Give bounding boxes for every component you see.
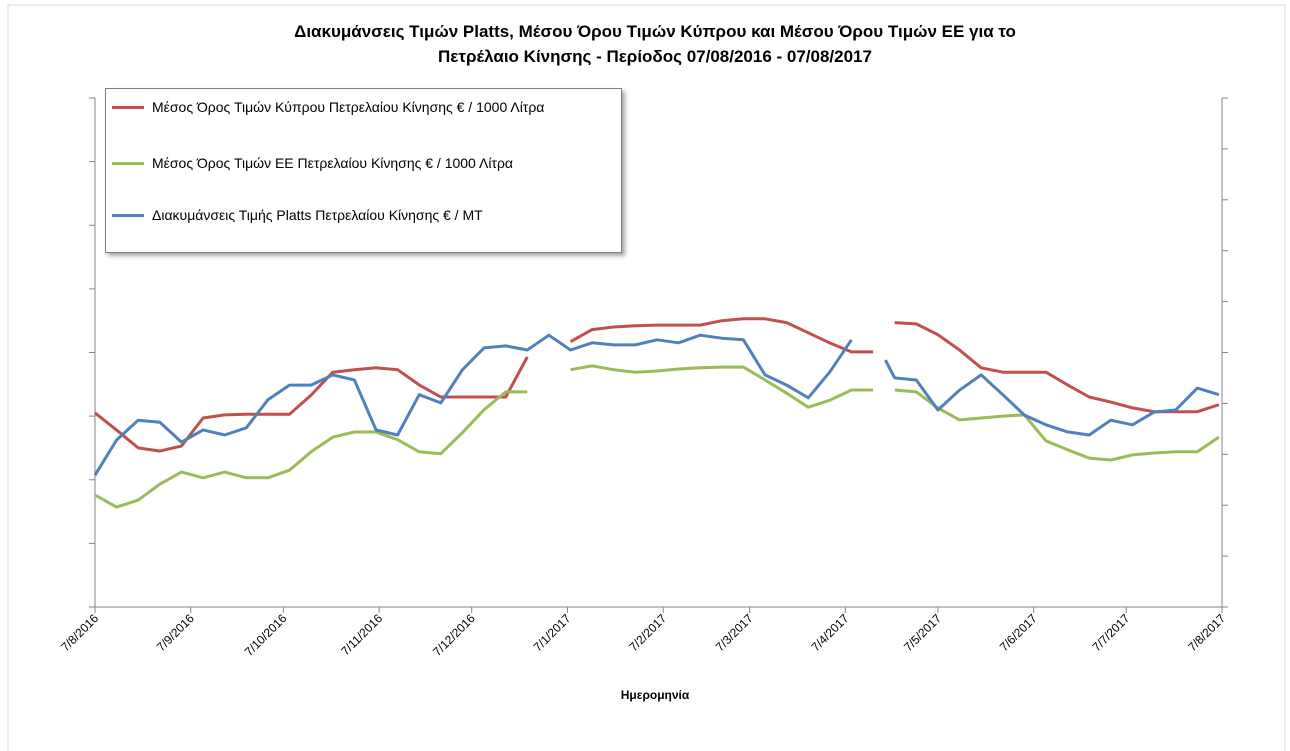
chart-frame — [7, 4, 1286, 751]
x-tick-label: 7/8/2017 — [1185, 611, 1228, 654]
x-tick-label: 7/7/2017 — [1089, 611, 1132, 654]
x-tick-label: 7/9/2016 — [154, 611, 197, 654]
x-tick-label: 7/5/2017 — [901, 611, 944, 654]
legend-swatch — [112, 162, 144, 165]
legend-label: Μέσος Όρος Τιμών Κύπρου Πετρελαίου Κίνησ… — [152, 99, 545, 115]
x-axis-title: Ημερομηνία — [621, 688, 690, 702]
legend-swatch — [112, 214, 144, 217]
x-tick-label: 7/6/2017 — [997, 611, 1040, 654]
chart-title: Διακυμάνσεις Τιμών Platts, Μέσου Όρου Τι… — [294, 22, 1016, 41]
x-tick-label: 7/1/2017 — [531, 611, 574, 654]
x-tick-label: 7/12/2016 — [430, 611, 478, 659]
x-tick-label: 7/8/2016 — [58, 611, 101, 654]
legend-label: Διακυμάνσεις Τιμής Platts Πετρελαίου Κίν… — [152, 207, 483, 223]
legend: Μέσος Όρος Τιμών Κύπρου Πετρελαίου Κίνησ… — [105, 88, 622, 253]
legend-swatch — [112, 106, 144, 109]
series-line — [93, 333, 1220, 476]
legend-label: Μέσος Όρος Τιμών ΕΕ Πετρελαίου Κίνησης €… — [152, 155, 514, 171]
x-tick-label: 7/11/2016 — [338, 611, 385, 658]
x-tick-label: 7/10/2016 — [242, 611, 290, 659]
series-line — [94, 364, 1220, 509]
x-tick-label: 7/3/2017 — [713, 611, 756, 654]
x-tick-label: 7/4/2017 — [808, 611, 851, 654]
chart-subtitle: Πετρέλαιο Κίνησης - Περίοδος 07/08/2016 … — [438, 47, 872, 66]
x-tick-label: 7/2/2017 — [626, 611, 669, 654]
